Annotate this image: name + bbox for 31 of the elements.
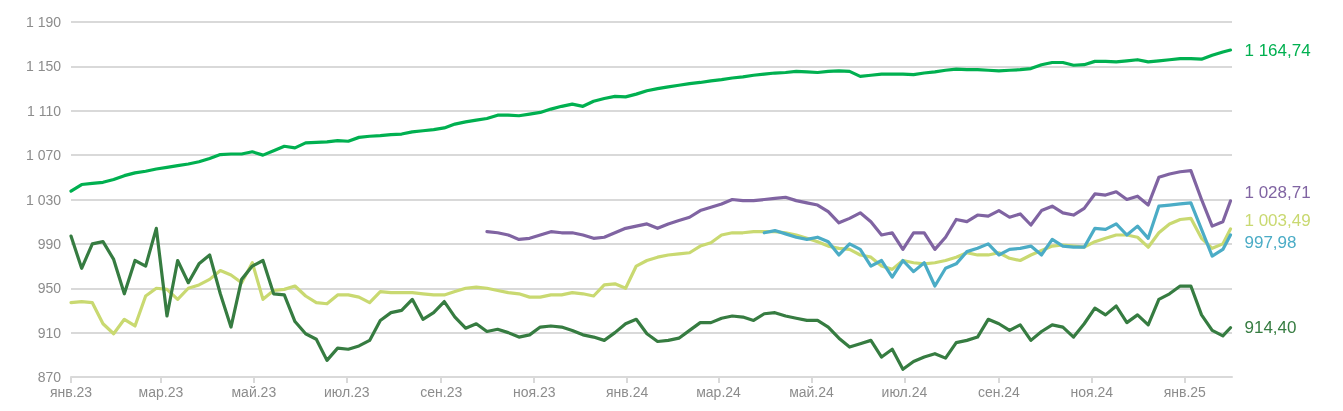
x-tick-label: ноя.24 [1070, 384, 1114, 400]
x-tick-label: янв.24 [606, 384, 649, 400]
x-tick-label: июл.24 [881, 384, 928, 400]
line-series [485, 169, 1233, 252]
x-tick-label: янв.23 [49, 384, 93, 400]
line-series [69, 226, 1233, 371]
x-tick-label: май.24 [789, 384, 835, 400]
data-label: 914,40 [1244, 318, 1297, 338]
y-tick-label: 1 110 [27, 102, 62, 119]
data-label: 1 028,71 [1244, 183, 1311, 203]
x-tick-label: май.23 [231, 384, 277, 400]
data-label: 1 164,74 [1244, 40, 1311, 60]
y-tick-label: 990 [37, 235, 62, 252]
x-tick-label: июл.23 [323, 384, 370, 400]
x-tick-label: мар.24 [696, 384, 742, 400]
x-tick-label: янв.25 [1163, 384, 1207, 400]
x-tick-label: сен.23 [420, 384, 463, 400]
y-tick-label: 1 190 [25, 14, 62, 30]
y-tick-label: 1 070 [25, 147, 62, 164]
y-tick-label: 910 [37, 324, 62, 341]
data-label: 1 003,49 [1244, 211, 1311, 231]
line-series [762, 201, 1233, 288]
line-series [69, 48, 1233, 193]
x-tick-label: сен.24 [977, 384, 1021, 400]
y-tick-label: 870 [37, 369, 62, 385]
x-tick-label: ноя.23 [512, 384, 556, 400]
y-tick-label: 950 [37, 280, 62, 297]
x-tick-label: мар.23 [138, 384, 184, 400]
y-tick-label: 1 030 [25, 191, 62, 208]
data-label: 997,98 [1244, 233, 1297, 253]
y-tick-label: 1 150 [25, 58, 62, 75]
